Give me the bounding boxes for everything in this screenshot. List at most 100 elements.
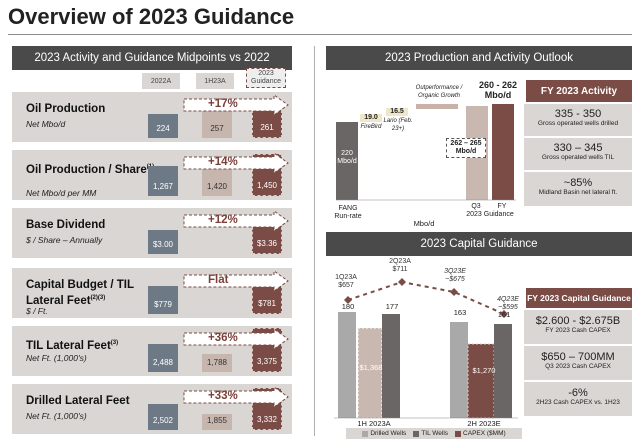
- legend-1h23a: 1H23A: [196, 73, 234, 89]
- activity-row: Oil Production Net Mbo/d 224 257 261 +17%: [12, 92, 292, 142]
- fy-total-label: 260 - 262 Mbo/d: [478, 80, 518, 100]
- activity-row: Oil Production / Share(1) Net Mbo/d per M…: [12, 150, 292, 200]
- fang-bar: [336, 122, 358, 200]
- row-subtitle: Net Ft. (1,000's): [26, 353, 87, 363]
- production-waterfall-chart: [336, 104, 516, 201]
- fy-bar: [492, 104, 514, 200]
- bar-2022a: 224: [148, 114, 178, 138]
- q3-range-label: 262 – 265 Mbo/d: [446, 138, 486, 158]
- vertical-divider: [314, 46, 315, 436]
- growth-percent: +33%: [208, 390, 238, 402]
- growth-percent: +14%: [208, 156, 238, 168]
- 2h-category-label: 2H 2023E: [467, 419, 501, 428]
- legend-item-capex: CAPEX ($MM): [455, 430, 506, 437]
- growth-arrow-icon: [183, 152, 289, 174]
- fy-activity-value: 335 - 350: [554, 108, 602, 120]
- fy-category-label: FY: [497, 203, 507, 210]
- bar-1h23a: 257: [202, 108, 232, 138]
- q2-point: [398, 278, 406, 286]
- row-subtitle: Net Mbo/d: [26, 119, 66, 129]
- fang-category-label: FANG Run-rate: [334, 205, 362, 220]
- q3-category-label: Q3: [471, 203, 481, 210]
- q3-point: [450, 288, 458, 296]
- fy-capital-caption: 2H23 Cash CAPEX vs. 1H23: [536, 399, 620, 406]
- fy-capital-value: -6%: [568, 387, 588, 399]
- growth-arrow-icon: [183, 328, 289, 350]
- bar-1h23a: 1,855: [202, 414, 232, 430]
- outperformance-label: Outperformance / Organic Growth: [415, 85, 463, 99]
- legend-2023-guidance: 2023 Guidance: [246, 68, 286, 88]
- row-title: Oil Production: [26, 103, 106, 115]
- row-title: Capital Budget / TIL Lateral Feet(2)(3): [26, 279, 134, 307]
- q3-label: 3Q23E ~$675: [444, 268, 466, 283]
- legend-item-drilled: Drilled Wells: [362, 430, 406, 437]
- capex-2h-label: $1,270: [472, 366, 496, 375]
- capital-header: 2023 Capital Guidance: [326, 232, 632, 256]
- firebird-label: FireBird: [360, 124, 382, 130]
- q4-point: [500, 310, 508, 318]
- fy-activity-value: 330 – 345: [553, 142, 603, 154]
- fy-capital-value: $650 – 700MM: [541, 351, 615, 363]
- row-title: Base Dividend: [26, 219, 106, 231]
- fy-activity-caption: Gross operated wells drilled: [537, 120, 619, 127]
- fy-activity-caption: Midland Basin net lateral ft.: [538, 189, 618, 196]
- growth-percent: Flat: [208, 274, 229, 286]
- bar-2022a: $3.00: [148, 230, 178, 254]
- fy-activity-caption: Gross operated wells TIL: [541, 154, 615, 161]
- fy-activity-value: ~85%: [563, 177, 593, 189]
- bar-2022a: 1,267: [148, 166, 178, 196]
- row-subtitle: Net Ft. (1,000's): [26, 411, 87, 421]
- 1h-category-label: 1H 2023A: [357, 419, 391, 428]
- til-wells-bar-1h: [382, 314, 400, 418]
- firebird-value: 19.0: [360, 114, 382, 122]
- drilled-1h-label: 180: [341, 302, 355, 311]
- capex-1h-label: $1,368: [359, 363, 383, 372]
- page-title: Overview of 2023 Guidance: [8, 4, 295, 29]
- row-title: Oil Production / Share(1): [26, 163, 154, 176]
- fy-capital-caption: FY 2023 Cash CAPEX: [545, 327, 611, 334]
- capex-bar-2h: [467, 343, 495, 419]
- activity-row: Capital Budget / TIL Lateral Feet(2)(3) $…: [12, 268, 292, 318]
- drilled-wells-bar-1h: [338, 312, 356, 418]
- fy-capital-caption: Q3 2023 Cash CAPEX: [545, 363, 611, 370]
- lario-value: 16.5: [386, 108, 408, 116]
- activity-header: 2023 Activity and Guidance Midpoints vs …: [12, 46, 292, 70]
- quarterly-capex-line: [347, 280, 505, 315]
- fy-capital-item-2h: -6% 2H23 Cash CAPEX vs. 1H23: [524, 382, 632, 416]
- bar-2022a: 2,488: [148, 344, 178, 372]
- activity-row: TIL Lateral Feet(3) Net Ft. (1,000's) 2,48…: [12, 326, 292, 376]
- outlook-x-label: Mbo/d: [413, 219, 435, 228]
- growth-percent: +12%: [208, 214, 238, 226]
- capex-bar-1h: [357, 327, 383, 419]
- bar-2022a: $779: [148, 286, 178, 314]
- capital-legend: Drilled Wells TIL Wells CAPEX ($MM): [346, 428, 522, 439]
- fy-capital-item-fy: $2.600 - $2.675B FY 2023 Cash CAPEX: [524, 310, 632, 344]
- fy-activity-item-drilled: 335 - 350 Gross operated wells drilled: [524, 104, 632, 136]
- lario-label: Lario (Feb. 23+): [383, 118, 413, 132]
- growth-percent: +36%: [208, 332, 238, 344]
- row-title: TIL Lateral Feet(3): [26, 339, 119, 352]
- bar-1h23a: 1,788: [202, 354, 232, 372]
- outlook-header: 2023 Production and Activity Outlook: [326, 46, 632, 70]
- drilled-2h-label: 163: [453, 308, 467, 317]
- growth-arrow-icon: [183, 270, 289, 292]
- row-subtitle: $ / Share – Annually: [26, 235, 103, 245]
- bar-2022a: 2,502: [148, 404, 178, 430]
- drilled-wells-bar-2h: [450, 322, 468, 418]
- q1-point: [344, 296, 352, 304]
- capital-chart: [334, 278, 518, 419]
- q4-label: 4Q23E ~$595: [497, 296, 519, 311]
- q1-label: 1Q23A $657: [335, 274, 357, 289]
- growth-arrow-icon: [183, 210, 289, 232]
- title-divider: [8, 34, 632, 35]
- fy-capital-value: $2.600 - $2.675B: [535, 315, 621, 327]
- fy-activity-header: FY 2023 Activity: [526, 80, 632, 102]
- legend-item-til: TIL Wells: [413, 430, 448, 437]
- q2-label: 2Q23A $711: [389, 258, 411, 273]
- til-2h-label: 161: [497, 310, 511, 319]
- fy-activity-item-midland: ~85% Midland Basin net lateral ft.: [524, 172, 632, 206]
- outperformance-bar: [416, 104, 458, 109]
- row-subtitle: Net Mbo/d per MM: [26, 188, 97, 198]
- growth-arrow-icon: [183, 94, 289, 116]
- guidance-category-label: 2023 Guidance: [466, 211, 514, 218]
